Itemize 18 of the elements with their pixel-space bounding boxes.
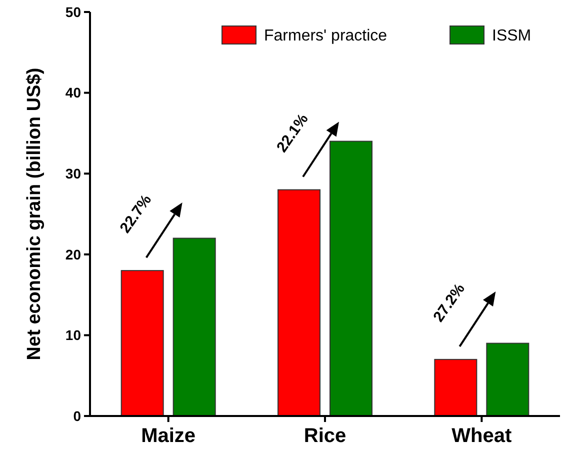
y-tick-label: 20 bbox=[65, 246, 82, 262]
x-tick-label: Maize bbox=[141, 425, 196, 447]
bar bbox=[330, 140, 372, 416]
y-tick-label: 10 bbox=[65, 327, 82, 344]
y-tick-label: 50 bbox=[65, 4, 82, 20]
y-tick-label: 0 bbox=[73, 408, 82, 424]
bar bbox=[120, 270, 164, 416]
bar bbox=[172, 238, 216, 416]
legend-label: Farmers' practice bbox=[264, 28, 388, 45]
bar bbox=[434, 358, 478, 416]
legend-label: ISSM bbox=[492, 28, 532, 45]
y-tick-label: 40 bbox=[65, 84, 82, 101]
bar bbox=[486, 342, 530, 416]
y-axis-title: Net economic grain (billion US$) bbox=[24, 68, 45, 360]
x-tick-label: Rice bbox=[304, 425, 346, 447]
bar bbox=[278, 189, 320, 416]
y-tick-label: 30 bbox=[65, 166, 82, 182]
x-tick-label: Wheat bbox=[452, 425, 512, 447]
